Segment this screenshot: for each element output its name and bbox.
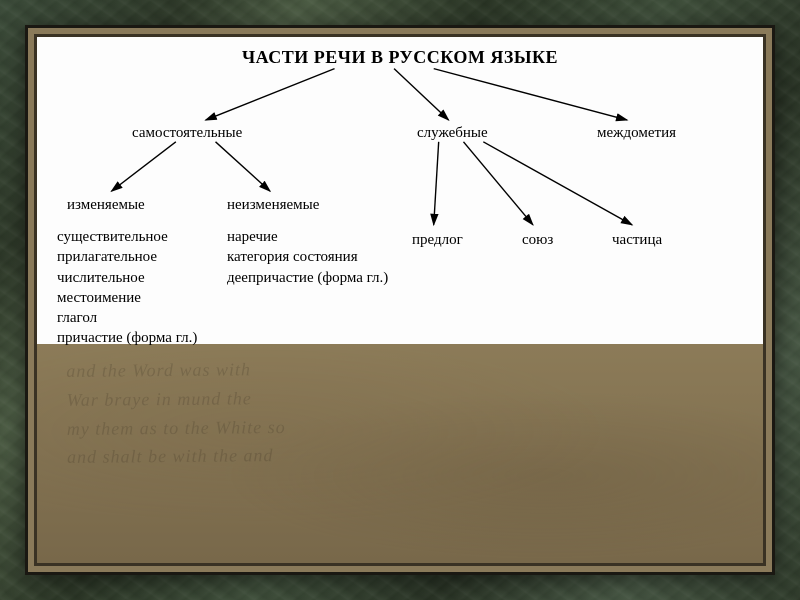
list-item: местоимение	[57, 288, 197, 308]
node-n6: предлог	[412, 232, 463, 249]
arrow-5	[434, 142, 439, 225]
list-item: причастие (форма гл.)	[57, 328, 197, 348]
list-item: наречие	[227, 227, 388, 247]
list-item: прилагательное	[57, 247, 197, 267]
arrow-1	[394, 69, 449, 120]
node-n3: междометия	[597, 125, 676, 142]
node-n2: служебные	[417, 125, 488, 142]
diagram-title: ЧАСТИ РЕЧИ В РУССКОМ ЯЗЫКЕ	[37, 37, 763, 68]
node-n4: изменяемые	[67, 197, 145, 214]
slide-frame: and the Word was with War braye in mund …	[25, 25, 775, 575]
diagram-panel: ЧАСТИ РЕЧИ В РУССКОМ ЯЗЫКЕ самостоятельн…	[37, 37, 763, 344]
parchment-bg: and the Word was with War braye in mund …	[37, 344, 763, 563]
list-item: глагол	[57, 308, 197, 328]
node-n5: неизменяемые	[227, 197, 319, 214]
arrow-0	[206, 69, 335, 120]
list-item: деепричастие (форма гл.)	[227, 268, 388, 288]
list-item: категория состояния	[227, 247, 388, 267]
handwriting-texture: and the Word was with War braye in mund …	[37, 344, 763, 563]
marble-background: and the Word was with War braye in mund …	[0, 0, 800, 600]
arrow-6	[463, 142, 532, 225]
arrow-4	[216, 142, 271, 191]
arrow-2	[434, 69, 627, 120]
node-n7: союз	[522, 232, 553, 249]
arrow-3	[111, 142, 175, 191]
node-n1: самостоятельные	[132, 125, 242, 142]
list-item: числительное	[57, 268, 197, 288]
arrow-7	[483, 142, 632, 225]
node-n8: частица	[612, 232, 662, 249]
list-l1: существительноеприлагательноечислительно…	[57, 227, 197, 349]
list-l2: наречиекатегория состояниядеепричастие (…	[227, 227, 388, 288]
list-item: существительное	[57, 227, 197, 247]
